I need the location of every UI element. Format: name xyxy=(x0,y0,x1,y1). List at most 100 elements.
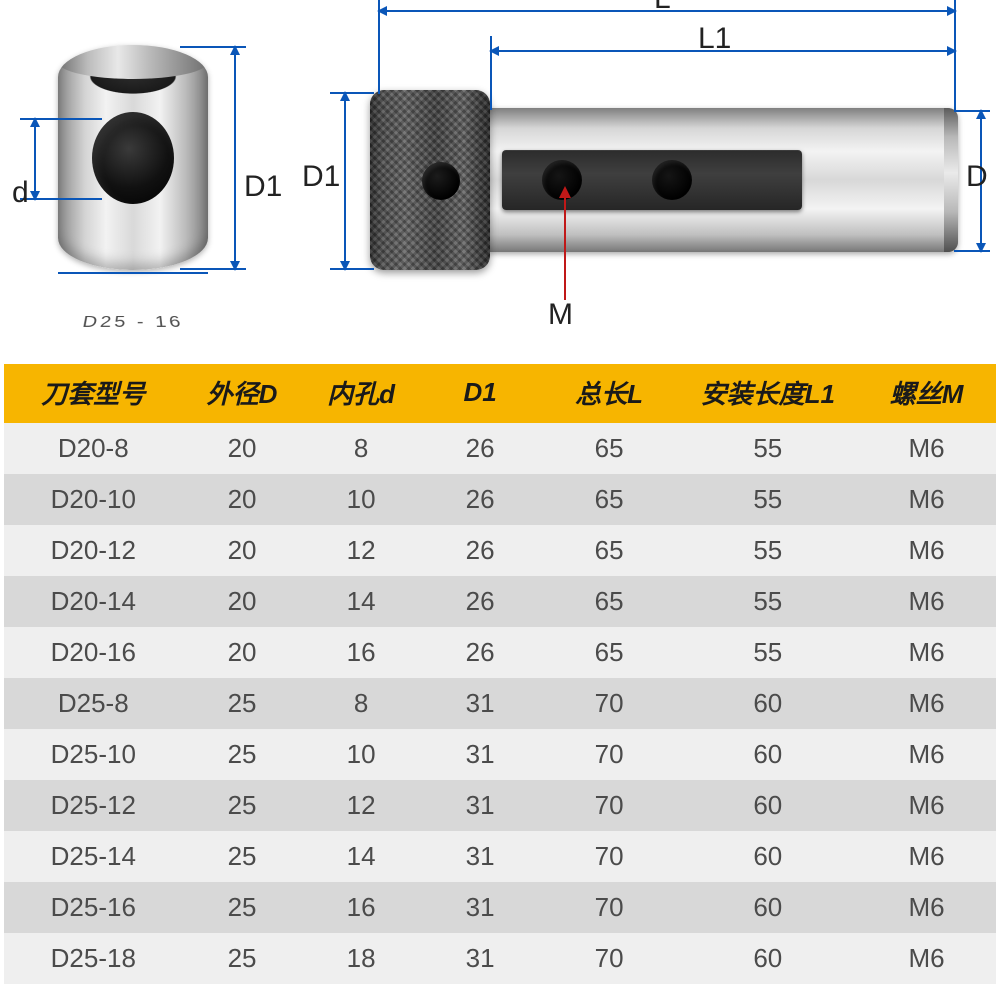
sleeve-engraving: D25 - 16 xyxy=(64,314,203,332)
table-cell: 55 xyxy=(679,627,858,678)
table-cell: 70 xyxy=(540,780,679,831)
table-cell: D25-10 xyxy=(4,729,183,780)
dim-m-line-red xyxy=(564,192,566,300)
table-cell: 10 xyxy=(302,474,421,525)
dim-d-side-label: D xyxy=(966,160,988,194)
table-row: D20-142014266555M6 xyxy=(4,576,996,627)
side-view: L L1 D1 D M xyxy=(330,0,990,360)
table-cell: 8 xyxy=(302,423,421,474)
table-header-cell: 外径D xyxy=(183,364,302,423)
table-cell: 31 xyxy=(421,780,540,831)
dim-m-label: M xyxy=(548,298,573,332)
clamp-screw-2 xyxy=(652,160,692,200)
table-cell: 65 xyxy=(540,525,679,576)
table-cell: 60 xyxy=(679,882,858,933)
table-cell: M6 xyxy=(857,678,996,729)
table-cell: 14 xyxy=(302,831,421,882)
table-cell: M6 xyxy=(857,780,996,831)
table-header-row: 刀套型号外径D内孔dD1总长L安装长度L1螺丝M xyxy=(4,364,996,423)
table-cell: 25 xyxy=(183,831,302,882)
table-cell: 12 xyxy=(302,780,421,831)
table-row: D25-102510317060M6 xyxy=(4,729,996,780)
table-cell: D20-10 xyxy=(4,474,183,525)
sleeve-front-bore xyxy=(92,112,174,204)
dim-d1-left-label: D1 xyxy=(244,170,282,204)
table-cell: D20-16 xyxy=(4,627,183,678)
ext-line xyxy=(330,92,374,94)
table-cell: 25 xyxy=(183,933,302,984)
table-header-cell: 安装长度L1 xyxy=(679,364,858,423)
table-cell: M6 xyxy=(857,933,996,984)
table-cell: 70 xyxy=(540,933,679,984)
table-row: D20-8208266555M6 xyxy=(4,423,996,474)
table-cell: 31 xyxy=(421,678,540,729)
collar-set-screw xyxy=(422,162,460,200)
table-cell: 65 xyxy=(540,423,679,474)
table-cell: 25 xyxy=(183,780,302,831)
table-cell: 65 xyxy=(540,474,679,525)
front-view: D25 - 16 d D1 xyxy=(20,40,250,340)
table-cell: 55 xyxy=(679,474,858,525)
table-cell: 20 xyxy=(183,627,302,678)
table-cell: 14 xyxy=(302,576,421,627)
table-cell: 55 xyxy=(679,525,858,576)
table-header-cell: 内孔d xyxy=(302,364,421,423)
table-cell: 70 xyxy=(540,882,679,933)
table-cell: 20 xyxy=(183,423,302,474)
table-cell: 60 xyxy=(679,780,858,831)
table-row: D25-8258317060M6 xyxy=(4,678,996,729)
table-cell: 25 xyxy=(183,882,302,933)
table-cell: M6 xyxy=(857,627,996,678)
dim-d1-left-line xyxy=(234,46,236,270)
table-cell: 8 xyxy=(302,678,421,729)
table-cell: 18 xyxy=(302,933,421,984)
table-cell: D25-8 xyxy=(4,678,183,729)
table-cell: 26 xyxy=(421,627,540,678)
dim-l1-label: L1 xyxy=(698,22,731,56)
spec-table: 刀套型号外径D内孔dD1总长L安装长度L1螺丝M D20-8208266555M… xyxy=(4,364,996,984)
table-header-cell: 总长L xyxy=(540,364,679,423)
table-header-cell: D1 xyxy=(421,364,540,423)
table-row: D25-182518317060M6 xyxy=(4,933,996,984)
table-cell: M6 xyxy=(857,525,996,576)
table-cell: D20-12 xyxy=(4,525,183,576)
table-cell: 12 xyxy=(302,525,421,576)
table-cell: 20 xyxy=(183,525,302,576)
table-cell: 16 xyxy=(302,627,421,678)
dim-l-label: L xyxy=(654,0,671,16)
table-cell: 25 xyxy=(183,729,302,780)
table-cell: M6 xyxy=(857,474,996,525)
dim-d1-side-label: D1 xyxy=(302,160,340,194)
table-cell: 31 xyxy=(421,831,540,882)
ext-line xyxy=(58,272,208,274)
diagram-area: D25 - 16 d D1 L L1 xyxy=(0,0,1000,360)
table-cell: 25 xyxy=(183,678,302,729)
dim-d-line xyxy=(34,118,36,200)
table-cell: D25-18 xyxy=(4,933,183,984)
table-cell: D20-8 xyxy=(4,423,183,474)
table-cell: 31 xyxy=(421,729,540,780)
table-row: D20-122012266555M6 xyxy=(4,525,996,576)
table-cell: 60 xyxy=(679,933,858,984)
table-cell: M6 xyxy=(857,576,996,627)
table-cell: 16 xyxy=(302,882,421,933)
table-cell: 26 xyxy=(421,423,540,474)
table-row: D25-142514317060M6 xyxy=(4,831,996,882)
clamp-bar xyxy=(502,150,802,210)
table-cell: 31 xyxy=(421,882,540,933)
table-header-cell: 刀套型号 xyxy=(4,364,183,423)
table-cell: 55 xyxy=(679,423,858,474)
dim-d-label: d xyxy=(12,176,29,210)
table-cell: 70 xyxy=(540,831,679,882)
table-cell: M6 xyxy=(857,882,996,933)
table-cell: 20 xyxy=(183,474,302,525)
table-header-cell: 螺丝M xyxy=(857,364,996,423)
table-cell: D20-14 xyxy=(4,576,183,627)
table-cell: 20 xyxy=(183,576,302,627)
table-cell: 65 xyxy=(540,576,679,627)
table-cell: 55 xyxy=(679,576,858,627)
table-cell: M6 xyxy=(857,423,996,474)
table-row: D20-162016266555M6 xyxy=(4,627,996,678)
table-row: D25-162516317060M6 xyxy=(4,882,996,933)
table-cell: 70 xyxy=(540,729,679,780)
